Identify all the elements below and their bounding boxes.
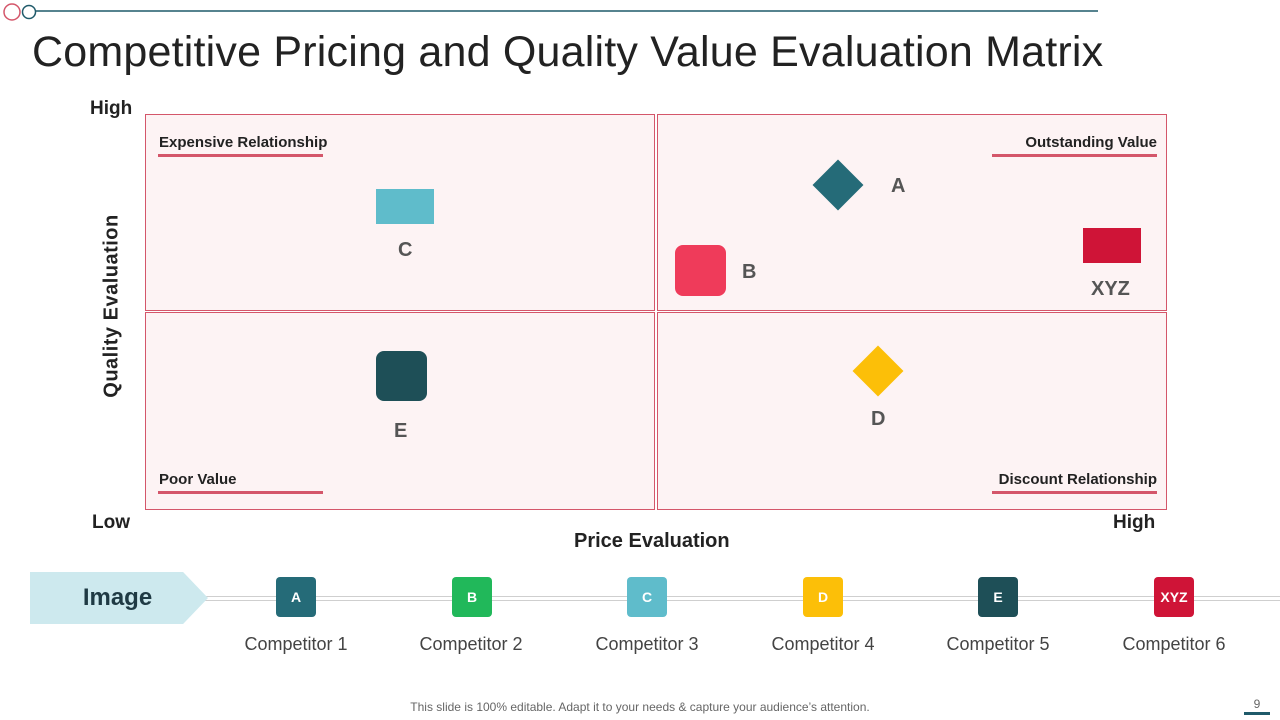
marker-c	[376, 189, 434, 224]
quadrant-underline	[992, 154, 1157, 157]
legend-badge-b: B	[452, 577, 492, 617]
legend-badge-a: A	[276, 577, 316, 617]
marker-label-xyz: XYZ	[1091, 278, 1130, 300]
quadrant-top-right	[657, 114, 1167, 311]
deco-circle-red	[3, 3, 21, 21]
quadrant-bottom-left	[145, 312, 655, 510]
slide-title: Competitive Pricing and Quality Value Ev…	[32, 28, 1104, 76]
legend-name-competitor-3: Competitor 3	[595, 634, 699, 654]
quadrant-bottom-right	[657, 312, 1167, 510]
legend-name-competitor-2: Competitor 2	[419, 634, 523, 654]
legend-name-competitor-6: Competitor 6	[1122, 634, 1226, 654]
low-label: Low	[92, 512, 130, 533]
quadrant-underline	[158, 154, 323, 157]
y-axis-title: Quality Evaluation	[100, 214, 123, 398]
quadrant-label-expensive-relationship: Expensive Relationship	[159, 134, 328, 151]
legend-track	[205, 596, 1280, 601]
marker-label-e: E	[394, 420, 408, 442]
top-decoration	[3, 3, 1098, 21]
page-number-underline	[1244, 712, 1270, 715]
legend-badge-c: C	[627, 577, 667, 617]
quadrant-label-outstanding-value: Outstanding Value	[1025, 134, 1157, 151]
quadrant-label-poor-value: Poor Value	[159, 471, 237, 488]
marker-label-d: D	[871, 408, 886, 430]
quadrant-underline	[992, 491, 1157, 494]
quadrant-label-discount-relationship: Discount Relationship	[998, 471, 1157, 488]
quadrant-underline	[158, 491, 323, 494]
image-tag-shape	[30, 572, 208, 624]
marker-b	[675, 245, 726, 296]
legend-badge-d: D	[803, 577, 843, 617]
legend-name-competitor-4: Competitor 4	[771, 634, 875, 654]
marker-label-c: C	[398, 239, 413, 261]
marker-e	[376, 351, 427, 401]
marker-label-a: A	[891, 175, 906, 197]
image-tag-label: Image	[82, 584, 153, 611]
legend-badge-xyz: XYZ	[1154, 577, 1194, 617]
x-axis-title: Price Evaluation	[574, 530, 730, 552]
footer-note: This slide is 100% editable. Adapt it to…	[410, 700, 870, 714]
marker-xyz	[1083, 228, 1141, 263]
marker-label-b: B	[742, 261, 757, 283]
evaluation-matrix: Expensive Relationship Outstanding Value…	[145, 114, 1167, 510]
legend-name-competitor-5: Competitor 5	[946, 634, 1050, 654]
y-high-label: High	[90, 98, 133, 119]
deco-circle-teal	[21, 4, 37, 20]
x-high-label: High	[1113, 512, 1156, 533]
page-number: 9	[1253, 697, 1261, 711]
legend-badge-e: E	[978, 577, 1018, 617]
legend-name-competitor-1: Competitor 1	[244, 634, 348, 654]
